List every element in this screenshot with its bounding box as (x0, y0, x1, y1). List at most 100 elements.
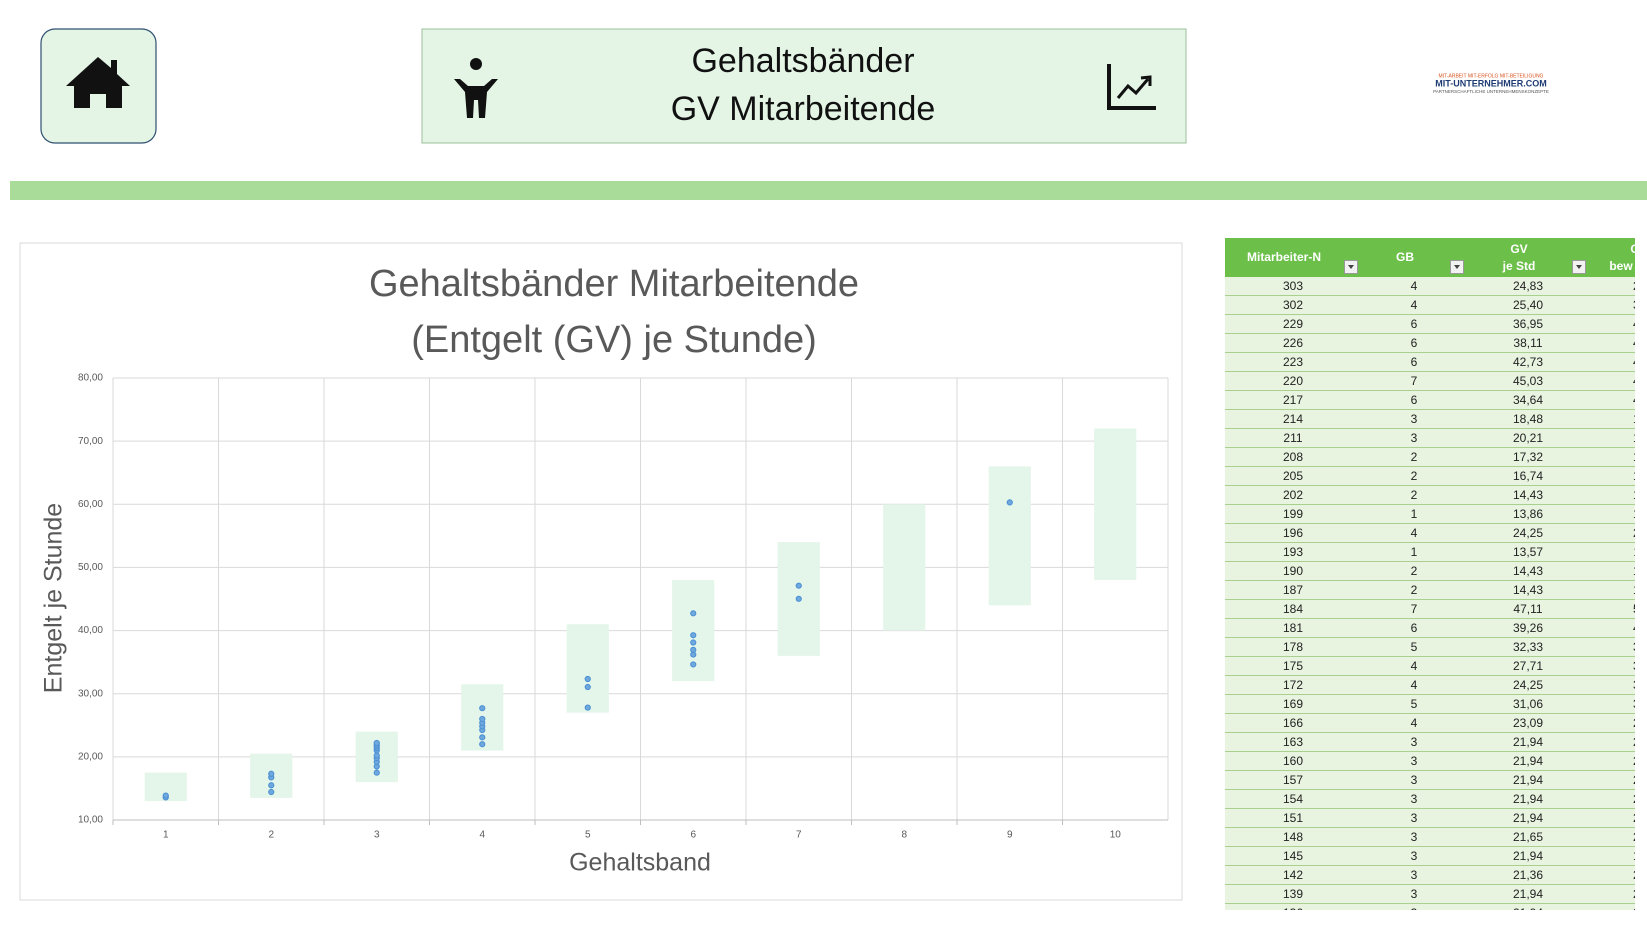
cell-text: 2 (1410, 583, 1418, 597)
table-row: 175 4 27,71 34,68 (1225, 656, 1635, 676)
table-cell: 20,17 (1589, 770, 1635, 790)
cell-text: 22,59 (1589, 754, 1635, 768)
table-cell: 34,68 (1589, 656, 1635, 676)
cell-text: 13,31 (1589, 488, 1635, 502)
table-row: 136321,9421,78 (1225, 903, 1635, 910)
header-box (421, 28, 1187, 144)
chart-icon (1107, 64, 1156, 110)
plot-area: 10,00 20,00 30,00 40,00 50,00 60,00 70,00 80,00… (78, 373, 1169, 841)
cell-text: 211 (1283, 431, 1303, 445)
table-cell: 16,74 (1467, 466, 1589, 486)
table-cell: 142 (1225, 865, 1361, 885)
column-header: GB (1361, 238, 1467, 277)
table-row: 163 3 21,94 23,80 (1225, 732, 1635, 752)
y-tick-label: 40,00 (78, 625, 103, 636)
data-point (795, 595, 802, 602)
x-tick-label: 2 (268, 830, 274, 841)
table-row: 223 6 42,73 45,17 (1225, 352, 1635, 372)
cell-text: 4 (1410, 298, 1418, 312)
x-tick-label: 8 (901, 830, 907, 841)
table-cell: 157 (1225, 770, 1361, 790)
cell-text: 13,57 (1512, 545, 1544, 559)
table-cell: 3 (1361, 751, 1467, 771)
table-cell: 154 (1225, 789, 1361, 809)
table-cell: 24,25 (1467, 675, 1589, 695)
table-row: 139 3 21,94 21,78 (1225, 884, 1635, 904)
salary-band (988, 466, 1031, 606)
table-cell: 21,65 (1467, 827, 1589, 847)
table-cell: 48,40 (1589, 371, 1635, 391)
cell-text: 2 (1410, 488, 1418, 502)
person-icon (454, 58, 498, 118)
table-cell: 4 (1361, 656, 1467, 676)
cell-text: 199 (1282, 507, 1304, 521)
cell-text: 4 (1410, 678, 1418, 692)
data-point (479, 705, 486, 712)
table-cell: 169 (1225, 694, 1361, 714)
table-cell: 163 (1225, 732, 1361, 752)
table-row: 181 6 39,26 41,54 (1225, 618, 1635, 638)
table-cell: 211 (1225, 428, 1361, 448)
table-cell: 26,21 (1589, 277, 1635, 296)
data-point (373, 752, 380, 759)
table-row: 220 7 45,03 48,40 (1225, 371, 1635, 391)
cell-text: 169 (1282, 697, 1304, 711)
cell-text: 196 (1282, 526, 1304, 540)
table-cell: 47,11 (1467, 599, 1589, 619)
divider-bar (10, 181, 1647, 200)
cell-text: 13,86 (1512, 507, 1544, 521)
cell-text: 47,11 (1513, 602, 1543, 616)
cell-text: 172 (1282, 678, 1304, 692)
cell-text: 154 (1282, 792, 1304, 806)
table-cell: 15,73 (1589, 466, 1635, 486)
table-cell: 139 (1225, 884, 1361, 904)
cell-text: 33,88 (1589, 697, 1635, 711)
table-cell: 199 (1225, 504, 1361, 524)
cell-text: 3 (1410, 849, 1418, 863)
table-cell: 5 (1361, 637, 1467, 657)
filter-button[interactable] (1344, 260, 1358, 274)
table-cell: 302 (1225, 295, 1361, 315)
table-row: 157 3 21,94 20,17 (1225, 770, 1635, 790)
filter-button[interactable] (1572, 260, 1586, 274)
table-cell: 145 (1225, 846, 1361, 866)
cell-text: 3 (1410, 811, 1418, 825)
table-row: 178 5 32,33 35,89 (1225, 637, 1635, 657)
table-cell: 181 (1225, 618, 1361, 638)
table-cell: 220 (1225, 371, 1361, 391)
cell-text: 26,21 (1589, 526, 1635, 540)
filter-button[interactable] (1450, 260, 1464, 274)
column-header-text: je Std (1502, 258, 1536, 273)
cell-text: 46,38 (1589, 317, 1635, 331)
table-cell: 13,31 (1589, 504, 1635, 524)
table-cell: 6 (1361, 333, 1467, 353)
cell-text: 151 (1282, 811, 1304, 825)
cell-text: 5 (1410, 640, 1418, 654)
cell-text: 24,25 (1512, 678, 1544, 692)
table-cell: 226 (1225, 333, 1361, 353)
table-cell: 6 (1361, 352, 1467, 372)
table-cell: 31,06 (1467, 694, 1589, 714)
table-cell: 22,59 (1589, 789, 1635, 809)
table-row: 148 3 21,65 22,59 (1225, 827, 1635, 847)
cell-text: 24,25 (1512, 526, 1544, 540)
cell-text: 41,54 (1589, 621, 1635, 635)
data-point (584, 704, 591, 711)
cell-text: 21,94 (1512, 735, 1544, 749)
table-cell: 30,65 (1589, 675, 1635, 695)
salary-band (1094, 428, 1137, 581)
cell-text: 208 (1282, 450, 1304, 464)
table-cell: 2 (1361, 447, 1467, 467)
cell-text: 148 (1282, 830, 1304, 844)
table-row: 211 3 20,21 17,34 (1225, 428, 1635, 448)
table-cell: 21,94 (1467, 846, 1589, 866)
cell-text: 32,33 (1512, 640, 1544, 654)
cell-text: 6 (1410, 355, 1418, 369)
table-cell: 45,03 (1467, 371, 1589, 391)
cell-text: 214 (1282, 412, 1304, 426)
cell-text: 45,03 (1512, 374, 1544, 388)
table-cell: 3 (1361, 770, 1467, 790)
cell-text: 12,50 (1589, 583, 1635, 597)
